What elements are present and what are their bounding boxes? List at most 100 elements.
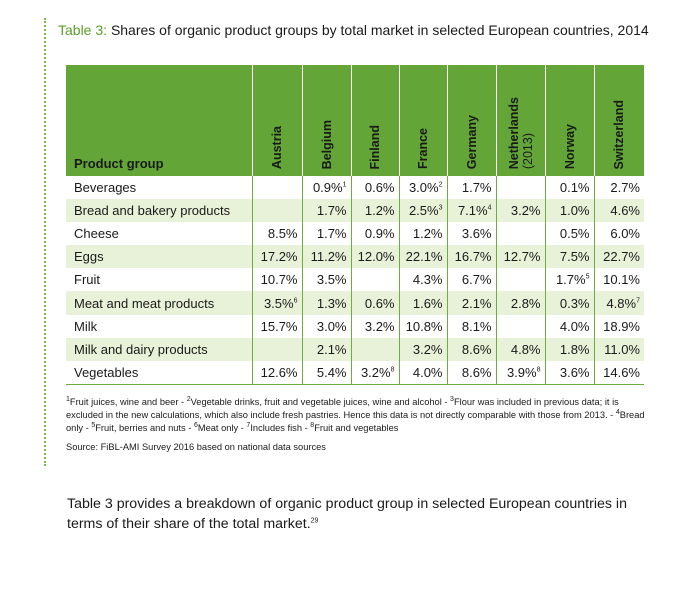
table-cell: 8.5% [251, 222, 302, 246]
cell-value: 6.7% [461, 272, 492, 288]
row-label: Meat and meat products [66, 291, 252, 315]
cell-value: 0.5% [559, 226, 590, 242]
table-cell [251, 176, 302, 200]
footnote-text: Bread only - [66, 410, 645, 433]
table-cell: 0.6% [350, 176, 399, 200]
body-paragraph: Table 3 provides a breakdown of organic … [67, 494, 637, 534]
dotted-rule [44, 18, 46, 466]
cell-value: 4.6% [610, 203, 640, 219]
table-cell: 3.6% [544, 360, 594, 385]
table-row: Beverages 0.9%1 0.6% 3.0%2 1.7% 0.1% 2.7% [66, 176, 644, 200]
footnote-marker: 7 [246, 421, 251, 429]
column-header-label: France [416, 128, 430, 169]
footnote-text: Fruit and vegetables [314, 423, 399, 433]
footnote-text: Fruit juices, wine and beer - [69, 397, 187, 407]
footnotes: 1Fruit juices, wine and beer - 2Vegetabl… [66, 396, 646, 435]
cell-value: 15.7% [260, 318, 298, 334]
table-cell: 1.7% [301, 199, 351, 223]
row-label: Eggs [66, 245, 252, 269]
cell-value: 14.6% [603, 364, 640, 380]
column-header-label: Netherlands [506, 96, 521, 169]
table-cell: 1.7% [446, 176, 496, 200]
table-cell: 6.7% [446, 268, 496, 292]
table-cell: 3.9%8 [495, 360, 545, 385]
cell-value: 1.0% [559, 203, 590, 219]
footnote-text: Fruit, berries and nuts - [95, 423, 194, 433]
table-cell: 11.2% [301, 245, 351, 269]
table-cell [495, 176, 545, 200]
cell-value: 10.8% [405, 318, 443, 334]
table-cell: 17.2% [251, 245, 302, 269]
cell-value: 1.7% [555, 272, 586, 288]
cell-value: 12.7% [503, 249, 541, 265]
table-cell: 1.2% [398, 222, 447, 246]
footnote-text: Vegetable drinks, fruit and vegetable ju… [190, 397, 451, 407]
cell-value: 4.8% [606, 295, 637, 311]
footnote-marker: 1 [66, 395, 70, 403]
table-row: Eggs 17.2% 11.2% 12.0% 22.1% 16.7% 12.7% 7.5% 22… [66, 245, 644, 269]
cell-value: 4.0% [559, 318, 590, 334]
table-cell: 6.0% [593, 222, 644, 246]
column-header-belgium: Belgium [301, 65, 351, 176]
cell-value: 2.8% [510, 295, 541, 311]
paragraph-text: Table 3 provides a breakdown of organic … [67, 496, 627, 532]
cell-value: 8.6% [461, 364, 492, 380]
cell-value: 12.0% [357, 249, 395, 265]
column-header-finland: Finland [350, 65, 399, 176]
cell-value: 3.6% [461, 226, 492, 242]
cell-value: 2.1% [461, 295, 492, 311]
table-cell: 4.0% [544, 314, 594, 338]
cell-value: 11.0% [604, 341, 640, 357]
cell-value: 7.1% [457, 203, 488, 219]
source-note: Source: FiBL-AMI Survey 2016 based on na… [66, 442, 326, 452]
table-cell: 2.8% [495, 291, 545, 315]
row-label: Cheese [66, 222, 252, 246]
cell-value: 1.7% [461, 180, 492, 196]
column-header-switzerland: Switzerland [593, 65, 644, 176]
table-cell: 3.2% [350, 314, 399, 338]
table-row: Milk 15.7% 3.0% 3.2% 10.8% 8.1% 4.0% 18.9% [66, 314, 644, 338]
cell-footnote-marker: 2 [438, 181, 443, 189]
table-row: Cheese 8.5% 1.7% 0.9% 1.2% 3.6% 0.5% 6.0% [66, 222, 644, 246]
table-cell: 4.8% [495, 337, 545, 361]
table-cell: 22.1% [398, 245, 447, 269]
table-panel: Table 3: Shares of organic product group… [44, 18, 650, 468]
table-cell: 8.6% [446, 337, 496, 361]
cell-value: 3.6% [559, 364, 590, 380]
footnote-marker: 4 [615, 408, 620, 416]
cell-footnote-marker: 1 [342, 181, 347, 189]
row-label: Milk and dairy products [66, 337, 252, 361]
table-row: Fruit 10.7% 3.5% 4.3% 6.7% 1.7%5 10.1% [66, 268, 644, 292]
table-cell: 3.5% [301, 268, 351, 292]
column-header-sublabel: (2013) [520, 132, 535, 169]
column-header-france: France [398, 65, 447, 176]
table-cell: 10.7% [251, 268, 302, 292]
column-header-label: Belgium [319, 119, 334, 169]
cell-value: 3.9% [506, 364, 537, 380]
cell-value: 3.2% [360, 364, 391, 380]
table-cell [350, 337, 399, 361]
cell-value: 3.0% [316, 318, 347, 334]
cell-value: 2.7% [610, 180, 640, 196]
cell-footnote-marker: 8 [390, 366, 395, 374]
cell-value: 1.7% [316, 203, 347, 219]
cell-value: 0.1% [559, 180, 590, 196]
table-cell: 12.0% [350, 245, 399, 269]
table-cell: 4.6% [593, 199, 644, 223]
column-header-netherlands: Netherlands(2013) [495, 65, 545, 176]
column-header-label: Austria [270, 125, 284, 169]
cell-footnote-marker: 7 [636, 297, 640, 305]
table-cell: 3.0%2 [398, 176, 447, 200]
row-label: Fruit [66, 268, 252, 292]
footnote-marker: 3 [450, 395, 454, 403]
column-header-norway: Norway [544, 65, 594, 176]
cell-value: 3.2% [412, 341, 443, 357]
row-label: Beverages [66, 176, 252, 200]
cell-value: 22.7% [603, 249, 640, 265]
cell-value: 7.5% [559, 249, 590, 265]
table-cell: 3.0% [301, 314, 351, 338]
table-title: Table 3: Shares of organic product group… [58, 22, 649, 38]
table-cell: 10.8% [398, 314, 447, 338]
table-cell: 0.1% [544, 176, 594, 200]
table-cell: 4.0% [398, 360, 447, 385]
